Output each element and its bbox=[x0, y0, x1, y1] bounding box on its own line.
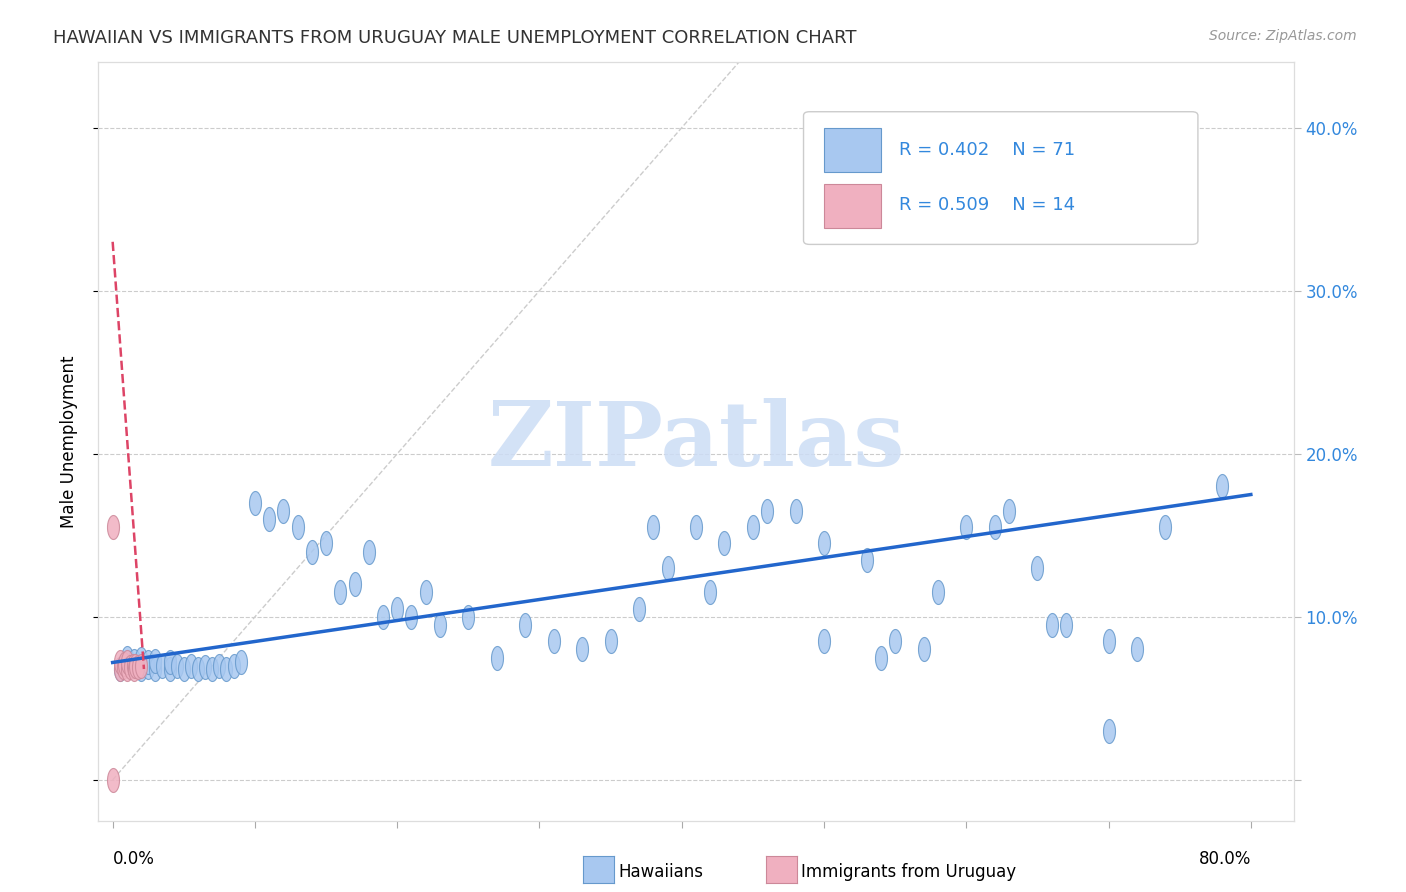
Point bbox=[201, 662, 224, 676]
Point bbox=[315, 536, 337, 550]
Point bbox=[371, 610, 394, 624]
Point bbox=[628, 601, 651, 615]
Point bbox=[657, 561, 679, 575]
FancyBboxPatch shape bbox=[804, 112, 1198, 244]
Point bbox=[1097, 634, 1119, 648]
Point bbox=[870, 650, 893, 665]
Point bbox=[884, 634, 907, 648]
Point bbox=[955, 520, 977, 534]
Text: 0.0%: 0.0% bbox=[112, 850, 155, 868]
Point bbox=[115, 650, 138, 665]
Point bbox=[166, 658, 188, 673]
Point bbox=[643, 520, 665, 534]
Point bbox=[143, 654, 166, 668]
Text: HAWAIIAN VS IMMIGRANTS FROM URUGUAY MALE UNEMPLOYMENT CORRELATION CHART: HAWAIIAN VS IMMIGRANTS FROM URUGUAY MALE… bbox=[53, 29, 856, 46]
Point bbox=[122, 658, 145, 673]
Point bbox=[215, 662, 238, 676]
Point bbox=[855, 553, 877, 567]
Point bbox=[485, 650, 508, 665]
Point bbox=[118, 660, 141, 674]
Point bbox=[713, 536, 735, 550]
Point bbox=[159, 662, 181, 676]
Point bbox=[229, 656, 252, 670]
Point bbox=[685, 520, 707, 534]
Point bbox=[115, 662, 138, 676]
Point bbox=[108, 662, 131, 676]
Point bbox=[301, 544, 323, 558]
Point bbox=[173, 662, 195, 676]
Point bbox=[599, 634, 621, 648]
Point bbox=[101, 520, 124, 534]
Point bbox=[1154, 520, 1177, 534]
Point bbox=[159, 656, 181, 670]
Point bbox=[543, 634, 565, 648]
Point bbox=[1211, 479, 1233, 493]
Point bbox=[329, 585, 352, 599]
Point bbox=[385, 601, 409, 615]
Point bbox=[124, 658, 146, 673]
Point bbox=[129, 662, 152, 676]
Point bbox=[115, 656, 138, 670]
Point bbox=[927, 585, 949, 599]
Point bbox=[912, 642, 935, 657]
Point bbox=[111, 660, 134, 674]
Point bbox=[101, 772, 124, 787]
Text: R = 0.509    N = 14: R = 0.509 N = 14 bbox=[900, 196, 1076, 214]
Point bbox=[1097, 723, 1119, 738]
Point bbox=[457, 610, 479, 624]
Point bbox=[813, 536, 835, 550]
Point bbox=[415, 585, 437, 599]
Point bbox=[136, 660, 159, 674]
Text: R = 0.402    N = 71: R = 0.402 N = 71 bbox=[900, 141, 1076, 159]
Point bbox=[180, 658, 202, 673]
Point bbox=[1026, 561, 1049, 575]
Point bbox=[429, 618, 451, 632]
Point bbox=[222, 658, 245, 673]
Point bbox=[122, 654, 145, 668]
Point bbox=[984, 520, 1007, 534]
Text: Immigrants from Uruguay: Immigrants from Uruguay bbox=[801, 863, 1017, 881]
Point bbox=[785, 504, 807, 518]
Text: 80.0%: 80.0% bbox=[1198, 850, 1251, 868]
Point bbox=[343, 577, 366, 591]
Point bbox=[813, 634, 835, 648]
Point bbox=[571, 642, 593, 657]
Text: Hawaiians: Hawaiians bbox=[619, 863, 703, 881]
Point bbox=[143, 662, 166, 676]
Point bbox=[127, 660, 149, 674]
Point bbox=[121, 658, 143, 673]
Point bbox=[108, 656, 131, 670]
Point bbox=[998, 504, 1021, 518]
Text: ZIPatlas: ZIPatlas bbox=[488, 398, 904, 485]
Point bbox=[699, 585, 721, 599]
Point bbox=[401, 610, 423, 624]
Point bbox=[287, 520, 309, 534]
Point bbox=[129, 652, 152, 666]
Point bbox=[357, 544, 380, 558]
Point bbox=[1040, 618, 1063, 632]
Point bbox=[741, 520, 763, 534]
FancyBboxPatch shape bbox=[824, 184, 882, 227]
Point bbox=[112, 657, 135, 672]
Point bbox=[136, 656, 159, 670]
Point bbox=[108, 662, 131, 676]
Point bbox=[756, 504, 779, 518]
Y-axis label: Male Unemployment: Male Unemployment bbox=[59, 355, 77, 528]
Point bbox=[187, 662, 209, 676]
Point bbox=[208, 658, 231, 673]
Point bbox=[515, 618, 537, 632]
Point bbox=[122, 662, 145, 676]
Point bbox=[257, 512, 280, 526]
Point bbox=[1054, 618, 1077, 632]
FancyBboxPatch shape bbox=[824, 128, 882, 172]
Point bbox=[152, 658, 174, 673]
Text: Source: ZipAtlas.com: Source: ZipAtlas.com bbox=[1209, 29, 1357, 43]
Point bbox=[243, 496, 266, 510]
Point bbox=[115, 656, 138, 670]
Point bbox=[1126, 642, 1149, 657]
Point bbox=[194, 660, 217, 674]
Point bbox=[273, 504, 295, 518]
Point bbox=[129, 658, 152, 673]
